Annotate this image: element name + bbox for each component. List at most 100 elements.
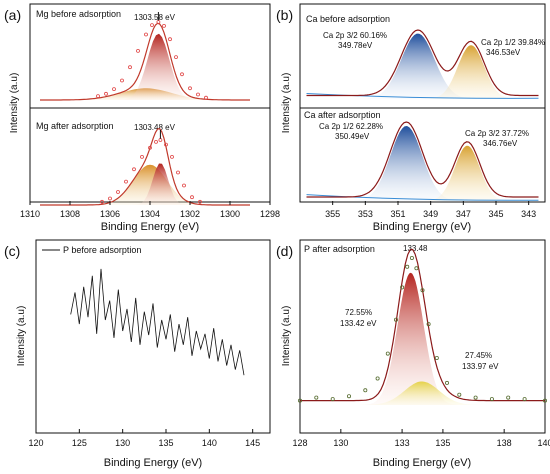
panel-c-label: (c) xyxy=(4,243,20,259)
panel-a-sub-0-measured-point-14 xyxy=(196,92,200,97)
panel-c: (c) P before adsorption Intensity (a.u) … xyxy=(4,239,271,469)
panel-d-measured-point-18 xyxy=(489,397,494,402)
panel-b-sub-1-fit-1 xyxy=(406,145,537,201)
panel-a-bottom-title: Mg after adsorption xyxy=(36,121,114,131)
panel-a-sub-1-measured-point-8 xyxy=(158,138,163,142)
panel-a-x-axis-label: Binding Energy (eV) xyxy=(101,221,199,233)
panel-b-tick-label-0: 355 xyxy=(325,209,340,219)
panel-a-sub-1-envelope xyxy=(40,128,250,206)
panel-a-label: (a) xyxy=(4,7,21,23)
panel-b-top-ann1-text: Ca 2p 3/2 60.16% xyxy=(323,31,387,40)
panel-a-sub-0-envelope xyxy=(40,22,250,101)
panel-b-tick-label-5: 345 xyxy=(488,209,503,219)
panel-d-measured-point-2 xyxy=(330,397,335,402)
panel-a-tick-label-3: 1304 xyxy=(140,209,160,219)
panel-a-sub-1-measured-point-9 xyxy=(164,142,168,147)
panel-b-label: (b) xyxy=(276,7,293,23)
panel-d-tick-label-4: 138 xyxy=(497,438,512,448)
panel-b-sub-0-fit-1 xyxy=(406,45,537,99)
panel-a-sub-0-measured-point-12 xyxy=(180,72,184,77)
panel-b: (b) Ca before adsorption Ca after adsorp… xyxy=(276,3,546,233)
panel-b-tick-label-1: 353 xyxy=(358,209,373,219)
panel-b-bottom-ann2-value: 346.76eV xyxy=(483,139,518,148)
panel-b-bottom-title: Ca after adsorption xyxy=(304,110,381,120)
panel-a-sub-0-measured-point-0 xyxy=(96,94,100,98)
panel-d-fit-1 xyxy=(351,381,494,405)
panel-b-bottom-ann1-value: 350.49eV xyxy=(335,132,370,141)
panel-c-tick-label-3: 135 xyxy=(158,438,173,448)
panel-a-sub-0-measured-point-2 xyxy=(112,87,116,91)
panel-c-tick-label-4: 140 xyxy=(202,438,217,448)
panel-b-top-title: Ca before adsorption xyxy=(306,14,390,24)
panel-b-sub-0-fit-0 xyxy=(316,33,513,99)
panel-a-sub-1-measured-point-0 xyxy=(100,199,104,204)
panel-a-sub-1-measured-point-4 xyxy=(132,167,136,172)
panel-a-tick-label-6: 1298 xyxy=(260,209,280,219)
panel-c-y-axis-label: Intensity (a.u) xyxy=(16,306,27,367)
panel-d-peak-label: 133.48 xyxy=(403,244,428,253)
panel-a-top-plot xyxy=(30,12,270,101)
panel-d-frame xyxy=(299,239,546,434)
panel-b-sub-1-baseline xyxy=(306,194,539,201)
panel-a-bottom-plot xyxy=(30,128,270,206)
panel-a-sub-1-measured-point-3 xyxy=(124,179,128,184)
panel-a-sub-0-measured-point-15 xyxy=(204,95,208,100)
panel-d-measured-point-21 xyxy=(543,398,548,403)
panel-c-tick-label-1: 125 xyxy=(72,438,87,448)
panel-a-sub-0-measured-point-13 xyxy=(188,86,192,91)
panel-b-tick-label-6: 343 xyxy=(521,209,536,219)
panel-d-tick-label-5: 140 xyxy=(537,438,550,448)
panel-a-sub-0-fit-1 xyxy=(30,33,270,100)
panel-c-tick-label-5: 145 xyxy=(245,438,260,448)
panel-b-top-ann2-text: Ca 2p 1/2 39.84% xyxy=(481,38,545,47)
panel-c-x-axis-label: Binding Energy (eV) xyxy=(104,457,202,469)
panel-a-sub-1-measured-point-5 xyxy=(140,154,144,159)
panel-b-sub-0-envelope xyxy=(306,29,539,97)
panel-d-measured-point-11 xyxy=(414,266,419,271)
panel-a-tick-label-4: 1302 xyxy=(180,209,200,219)
panel-b-frame xyxy=(299,3,546,203)
panel-a-bottom-peak-label: 1303.48 eV xyxy=(134,123,176,132)
panel-d-ann2-value: 133.97 eV xyxy=(462,362,499,371)
panel-a-sub-1-measured-point-7 xyxy=(154,139,158,144)
panel-d: (d) P after adsorption 133.48 72.55% 133… xyxy=(276,239,550,469)
panel-d-y-axis-label: Intensity (a.u) xyxy=(281,306,292,367)
panel-d-measured-point-20 xyxy=(522,397,527,402)
panel-b-x-axis: 355 353 351 349 347 345 343 xyxy=(325,201,536,219)
panel-d-measured-point-17 xyxy=(473,395,478,400)
panel-a-sub-0-measured-point-6 xyxy=(144,32,148,37)
panel-a-tick-label-1: 1308 xyxy=(60,209,80,219)
panel-d-x-axis-label: Binding Energy (eV) xyxy=(373,457,471,469)
panel-d-x-axis: 128 130 133 135 138 140 xyxy=(292,429,550,448)
panel-a-sub-1-measured-point-11 xyxy=(176,170,180,175)
panel-d-measured-point-14 xyxy=(434,355,439,360)
panel-b-top-plot xyxy=(306,29,539,99)
panel-d-title: P after adsorption xyxy=(304,244,375,254)
panel-d-measured-point-15 xyxy=(444,380,449,385)
panel-a-sub-1-fit-1 xyxy=(30,163,270,205)
panel-d-measured-point-7 xyxy=(393,317,398,322)
panel-d-measured-point-19 xyxy=(506,395,511,400)
panel-a-x-axis: 1310 1308 1306 1304 1302 1300 1298 xyxy=(20,201,280,219)
panel-d-measured-point-4 xyxy=(363,388,368,393)
panel-a-sub-1-measured-point-10 xyxy=(170,154,174,159)
panel-b-sub-0-baseline xyxy=(306,92,539,99)
panel-a-tick-label-2: 1306 xyxy=(100,209,120,219)
panel-a-sub-0-measured-point-10 xyxy=(168,37,172,42)
panel-d-tick-label-3: 135 xyxy=(435,438,450,448)
panel-b-top-ann2-value: 346.53eV xyxy=(486,48,521,57)
panel-c-series-line xyxy=(70,268,245,376)
panel-c-legend-label: P before adsorption xyxy=(63,245,141,255)
panel-a-sub-1-measured-point-13 xyxy=(190,195,194,200)
panel-d-tick-label-1: 130 xyxy=(333,438,348,448)
panel-d-plot xyxy=(297,248,548,405)
panel-d-measured-point-13 xyxy=(426,322,431,327)
panel-a-sub-0-measured-point-4 xyxy=(128,65,132,70)
panel-a-sub-0-measured-point-11 xyxy=(174,55,178,59)
panel-c-plot xyxy=(70,268,245,376)
panel-d-fit-0 xyxy=(351,272,474,405)
panel-b-bottom-plot xyxy=(306,121,539,201)
panel-b-bottom-ann1-text: Ca 2p 1/2 62.28% xyxy=(319,122,383,131)
panel-d-envelope xyxy=(300,248,545,402)
